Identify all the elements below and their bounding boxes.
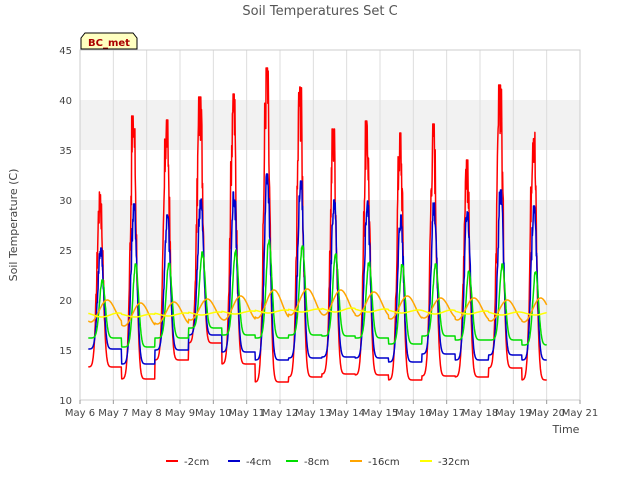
legend-label: -8cm bbox=[304, 457, 329, 468]
y-tick-label: 40 bbox=[59, 96, 72, 107]
y-tick-label: 30 bbox=[59, 196, 72, 207]
x-tick-label: May 12 bbox=[262, 408, 299, 419]
grid-band bbox=[80, 100, 580, 150]
y-tick-label: 20 bbox=[59, 296, 72, 307]
badge-box bbox=[80, 32, 138, 50]
y-tick-label: 45 bbox=[59, 46, 72, 57]
legend-label: -16cm bbox=[368, 457, 400, 468]
y-axis-label: Soil Temperature (C) bbox=[7, 169, 20, 282]
x-tick-label: May 15 bbox=[362, 408, 399, 419]
series-lines bbox=[87, 67, 548, 383]
y-tick-label: 15 bbox=[59, 346, 72, 357]
legend: -2cm -4cm -8cm -16cm -32cm bbox=[166, 457, 470, 468]
plot-border bbox=[79, 49, 581, 401]
x-tick-label: May 13 bbox=[295, 408, 332, 419]
legend-label: -2cm bbox=[184, 457, 209, 468]
x-tick-label: May 19 bbox=[495, 408, 532, 419]
x-tick-label: May 6 bbox=[65, 408, 95, 419]
legend-label: -32cm bbox=[438, 457, 470, 468]
y-tick-label: 10 bbox=[59, 396, 72, 407]
x-tick-label: May 18 bbox=[462, 408, 499, 419]
series-line-minus-16cm bbox=[87, 288, 548, 327]
x-tick-label: May 17 bbox=[428, 408, 465, 419]
badge: BC_met bbox=[80, 32, 138, 50]
x-tick-label: May 9 bbox=[165, 408, 195, 419]
series-line-minus-4cm bbox=[87, 173, 548, 365]
x-tick-label: May 14 bbox=[328, 408, 365, 419]
x-tick-label: May 10 bbox=[195, 408, 232, 419]
badge-label: BC_met bbox=[88, 38, 130, 49]
x-tick-label: May 11 bbox=[228, 408, 265, 419]
chart-title: Soil Temperatures Set C bbox=[242, 4, 397, 19]
y-tick-label: 25 bbox=[59, 246, 72, 257]
y-tick-label: 35 bbox=[59, 146, 72, 157]
legend-label: -4cm bbox=[246, 457, 271, 468]
y-axis: 10 15 20 25 30 35 40 45 bbox=[59, 46, 72, 407]
x-tick-label: May 20 bbox=[528, 408, 565, 419]
x-tick-label: May 16 bbox=[395, 408, 432, 419]
x-tick-label: May 7 bbox=[98, 408, 128, 419]
series-line-minus-32cm bbox=[87, 307, 548, 318]
x-axis-label: Time bbox=[552, 423, 580, 436]
x-tick-label: May 8 bbox=[132, 408, 162, 419]
x-tick-label: May 21 bbox=[562, 408, 599, 419]
